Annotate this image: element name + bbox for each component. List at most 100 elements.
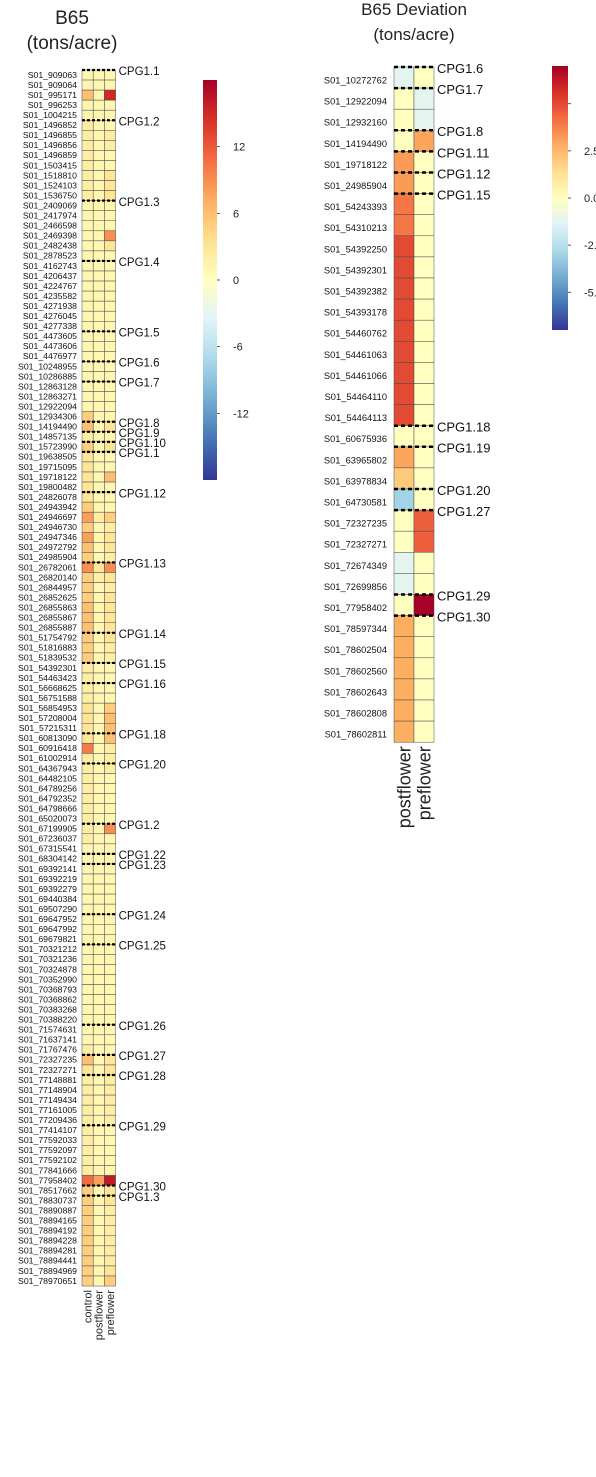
heatmap-cell: [92, 1195, 105, 1206]
heatmap-cell: [81, 371, 94, 382]
heatmap-cell: [92, 210, 105, 221]
heatmap-cell: [81, 1125, 94, 1136]
heatmap-cell: [92, 150, 105, 161]
row-label: S01_26855863: [18, 602, 77, 612]
heatmap-cell: [104, 813, 116, 825]
heatmap-cell: [81, 733, 94, 744]
heatmap-cell: [92, 582, 105, 593]
heatmap-cell: [104, 552, 116, 563]
row-label: S01_26820140: [18, 572, 77, 582]
heatmap-cell: [81, 552, 94, 563]
heatmap-cell: [92, 89, 105, 101]
heatmap-cell: [92, 1084, 105, 1096]
heatmap-cell: [81, 1024, 94, 1036]
heatmap-cell: [104, 1255, 116, 1267]
row-label: S01_12932160: [324, 118, 387, 128]
heatmap-cell: [81, 622, 94, 634]
heatmap-cell: [92, 421, 105, 433]
row-label: S01_12863128: [18, 381, 77, 391]
heatmap-cell: [81, 823, 94, 835]
heatmap-cell: [92, 381, 105, 392]
heatmap-cell: [92, 1245, 105, 1257]
heatmap-cell: [81, 612, 94, 624]
heatmap-cell: [393, 425, 415, 448]
row-label: S01_72674349: [324, 561, 387, 571]
heatmap-cell: [104, 692, 116, 704]
heatmap-cell: [92, 1014, 105, 1026]
row-label: S01_65020073: [18, 814, 77, 824]
group-label: CPG1.20: [119, 760, 166, 772]
heatmap-cell: [92, 69, 105, 81]
heatmap-cell: [92, 1185, 105, 1196]
heatmap-cell: [92, 371, 105, 382]
heatmap-cell: [393, 362, 415, 384]
heatmap-cell: [92, 290, 105, 302]
heatmap-cell: [413, 615, 435, 637]
heatmap-cell: [92, 200, 105, 211]
heatmap-cell: [92, 1094, 105, 1106]
row-label: S01_24826078: [18, 492, 77, 502]
heatmap-cell: [92, 532, 105, 543]
row-label: S01_78830737: [18, 1195, 77, 1205]
heatmap-cell: [413, 636, 435, 659]
heatmap-cell: [104, 1064, 116, 1076]
heatmap-cell: [92, 1104, 105, 1116]
row-label: S01_19715095: [18, 462, 77, 472]
heatmap-cell: [92, 793, 105, 804]
heatmap-cell: [104, 99, 116, 111]
heatmap-cell: [104, 501, 116, 513]
heatmap-cell: [81, 1235, 94, 1247]
heatmap-cell: [81, 723, 94, 734]
heatmap-cell: [104, 1265, 116, 1277]
heatmap-cell: [104, 441, 116, 453]
group-label: CPG1.25: [119, 941, 166, 953]
row-label: S01_69392279: [18, 884, 77, 894]
heatmap-cell: [81, 964, 94, 975]
row-label: S01_78894441: [18, 1256, 77, 1266]
heatmap-cell: [92, 1034, 105, 1046]
heatmap-cell: [81, 170, 94, 181]
row-label: S01_54392382: [324, 286, 387, 296]
heatmap-cell: [81, 692, 94, 704]
heatmap-cell: [104, 511, 116, 523]
group-label: CPG1.5: [119, 327, 160, 339]
row-label: S01_24985904: [324, 181, 387, 191]
heatmap-cell: [92, 260, 105, 272]
heatmap-cell: [104, 150, 116, 161]
heatmap-cell: [393, 636, 415, 659]
heatmap-cell: [104, 793, 116, 804]
row-label: S01_78894165: [18, 1216, 77, 1226]
b65-deviation-heatmap: B65 Deviation (tons/acre) S01_10272762S0…: [324, 0, 596, 828]
row-label: S01_78597344: [324, 624, 387, 634]
row-label: S01_78970651: [18, 1276, 77, 1286]
left-column-labels: control postflower preflower: [82, 1290, 116, 1340]
heatmap-cell: [413, 341, 435, 363]
heatmap-cell: [393, 657, 415, 680]
row-label: S01_77958402: [18, 1175, 77, 1185]
heatmap-cell: [104, 1014, 116, 1026]
heatmap-cell: [104, 853, 116, 865]
row-label: S01_54392250: [324, 244, 387, 254]
left-title: B65: [55, 8, 89, 29]
heatmap-cell: [92, 542, 105, 553]
row-label: S01_12922094: [18, 401, 77, 411]
heatmap-cell: [413, 425, 435, 448]
heatmap-cell: [81, 381, 94, 392]
row-label: S01_69647992: [18, 924, 77, 934]
heatmap-cell: [104, 130, 116, 141]
heatmap-cell: [413, 172, 435, 194]
heatmap-cell: [92, 501, 105, 513]
heatmap-cell: [81, 150, 94, 161]
row-label: S01_77958402: [324, 603, 387, 613]
group-label: CPG1.15: [119, 659, 166, 671]
heatmap-cell: [92, 552, 105, 563]
row-label: S01_1524103: [23, 180, 77, 190]
heatmap-cell: [92, 461, 105, 473]
row-label: S01_4473606: [23, 341, 77, 351]
heatmap-cell: [81, 310, 94, 322]
heatmap-cell: [81, 1114, 94, 1126]
heatmap-cell: [92, 783, 105, 794]
heatmap-cell: [92, 1255, 105, 1267]
column-label: postflower: [94, 1290, 106, 1340]
group-label: CPG1.6: [437, 61, 483, 76]
